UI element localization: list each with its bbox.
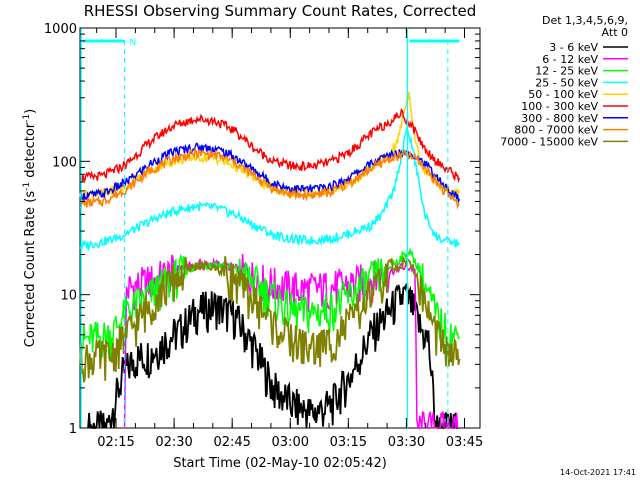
x-axis-label: Start Time (02-May-10 02:05:42) xyxy=(173,456,387,471)
y-tick-label: 100 xyxy=(52,155,77,170)
x-tick-label: 03:15 xyxy=(330,435,367,450)
y-tick-label: 10 xyxy=(60,289,77,304)
timestamp: 14-Oct-2021 17:41 xyxy=(560,468,636,477)
series-line-1 xyxy=(87,282,460,430)
x-tick-label: 03:30 xyxy=(388,435,425,450)
legend-item-label: 800 - 7000 keV xyxy=(514,124,598,137)
x-tick-label: 03:00 xyxy=(272,435,309,450)
night-flag-label: N xyxy=(130,38,137,48)
series-line-4 xyxy=(79,124,460,252)
series-line-8 xyxy=(79,146,460,210)
legend-item-label: 7000 - 15000 keV xyxy=(500,135,598,148)
series-line-6 xyxy=(79,107,461,183)
legend-header-1: Det 1,3,4,5,6,9, xyxy=(542,14,628,27)
plot-frame xyxy=(79,27,481,429)
legend-item-label: 3 - 6 keV xyxy=(549,41,598,54)
y-axis-label: Corrected Count Rate (s-1 detector-1) xyxy=(22,109,38,347)
series-line-3 xyxy=(79,247,461,365)
plot-layer: N xyxy=(79,28,461,431)
legend-item-label: 100 - 300 keV xyxy=(521,100,598,113)
legend-header-2: Att 0 xyxy=(602,26,628,39)
legend-item-label: 50 - 100 keV xyxy=(528,88,598,101)
legend-item-label: 300 - 800 keV xyxy=(521,112,598,125)
series-line-2 xyxy=(123,253,460,431)
series-line-9 xyxy=(79,255,461,383)
x-tick-label: 02:30 xyxy=(155,435,192,450)
x-tick-label: 02:15 xyxy=(97,435,134,450)
y-tick-label: 1 xyxy=(69,422,77,437)
legend-item-label: 12 - 25 keV xyxy=(535,65,598,78)
x-tick-label: 02:45 xyxy=(213,435,250,450)
y-axis: 1 10 100 1000 xyxy=(44,22,480,437)
chart-title: RHESSI Observing Summary Count Rates, Co… xyxy=(84,2,477,20)
x-axis: 02:15 02:30 02:45 03:00 03:15 03:30 03:45 xyxy=(96,28,483,450)
y-tick-label: 1000 xyxy=(44,22,77,37)
legend-item-label: 25 - 50 keV xyxy=(535,76,598,89)
series-line-5 xyxy=(79,91,461,200)
legend-item-label: 6 - 12 keV xyxy=(542,53,598,66)
x-tick-label: 03:45 xyxy=(446,435,483,450)
